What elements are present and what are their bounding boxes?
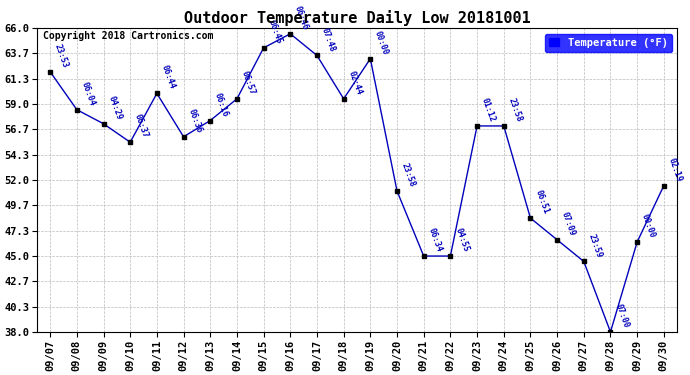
Text: 06:16: 06:16 (213, 91, 230, 118)
Text: Copyright 2018 Cartronics.com: Copyright 2018 Cartronics.com (43, 32, 214, 41)
Text: 06:34: 06:34 (426, 227, 444, 253)
Text: 01:12: 01:12 (480, 97, 497, 123)
Text: 06:57: 06:57 (239, 69, 257, 96)
Text: 23:58: 23:58 (400, 162, 417, 188)
Text: 06:36: 06:36 (186, 107, 204, 134)
Legend: Temperature (°F): Temperature (°F) (545, 34, 672, 52)
Text: 04:29: 04:29 (106, 94, 124, 121)
Text: 06:37: 06:37 (133, 113, 150, 140)
Text: 07:09: 07:09 (560, 210, 577, 237)
Text: 23:58: 23:58 (506, 97, 524, 123)
Text: 06:04: 06:04 (79, 80, 97, 107)
Text: 06:51: 06:51 (533, 189, 550, 215)
Text: 06:45: 06:45 (266, 18, 284, 45)
Text: 02:19: 02:19 (667, 156, 684, 183)
Text: 07:00: 07:00 (613, 303, 630, 329)
Text: 07:48: 07:48 (319, 26, 337, 53)
Text: 23:59: 23:59 (586, 232, 604, 259)
Text: 00:00: 00:00 (640, 213, 657, 239)
Text: 23:53: 23:53 (53, 42, 70, 69)
Text: 06:44: 06:44 (159, 64, 177, 91)
Text: 04:55: 04:55 (453, 227, 470, 253)
Text: 00:00: 00:00 (373, 29, 390, 56)
Text: 02:44: 02:44 (346, 69, 364, 96)
Text: 06:46: 06:46 (293, 4, 310, 31)
Title: Outdoor Temperature Daily Low 20181001: Outdoor Temperature Daily Low 20181001 (184, 10, 531, 26)
